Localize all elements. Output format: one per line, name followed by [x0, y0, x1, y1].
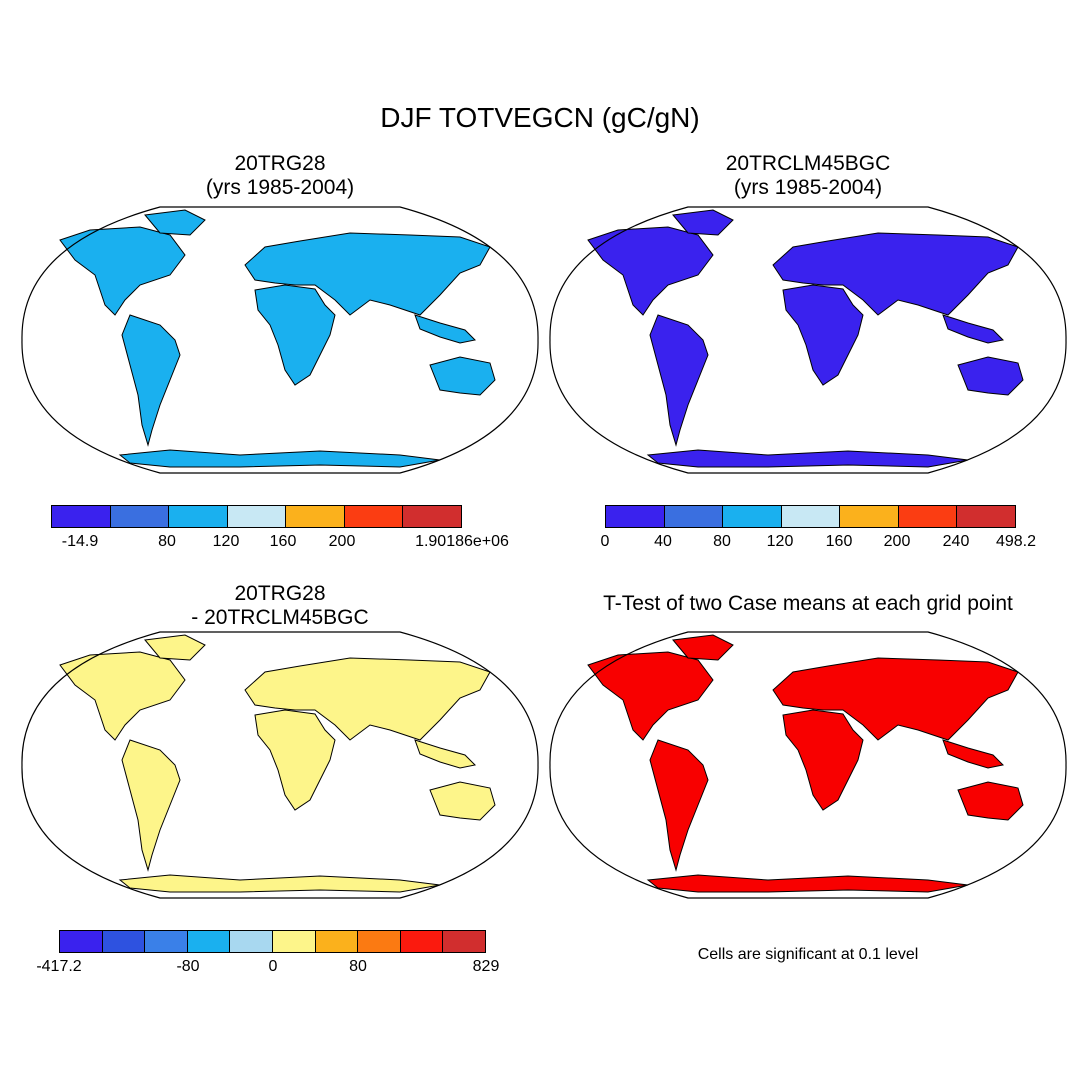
- map-boundary: [549, 206, 1067, 474]
- panel-2-map: [549, 206, 1067, 474]
- continent-shape: [118, 449, 441, 468]
- colorbar-swatch: [169, 506, 228, 527]
- colorbar-swatch: [898, 506, 958, 527]
- colorbar-swatch: [286, 506, 345, 527]
- map-boundary: [21, 206, 539, 474]
- continent-shape: [672, 209, 734, 236]
- colorbar-swatch: [52, 506, 111, 527]
- panel-2-title: 20TRCLM45BGC (yrs 1985-2004): [548, 152, 1068, 200]
- colorbar-tick-label: 80: [158, 533, 176, 550]
- colorbar-swatch: [230, 931, 273, 952]
- colorbar-swatch: [187, 931, 231, 952]
- panel-1-title-line1: 20TRG28: [234, 152, 326, 175]
- colorbar-tick-label: 160: [269, 533, 297, 550]
- colorbar-swatch: [315, 931, 359, 952]
- colorbar-swatch: [606, 506, 665, 527]
- colorbar-swatch: [344, 506, 404, 527]
- colorbar-swatch: [272, 931, 316, 952]
- continent-shape: [121, 314, 181, 447]
- continent-shape: [649, 739, 709, 872]
- panel-2-title-line2: (yrs 1985-2004): [733, 176, 883, 199]
- colorbar-swatch: [145, 931, 188, 952]
- map-boundary: [549, 631, 1067, 899]
- colorbar-tick-label: 120: [766, 533, 794, 550]
- colorbar-swatch: [400, 931, 444, 952]
- continent-shape: [118, 874, 441, 893]
- colorbar-swatch: [723, 506, 782, 527]
- continent-shape: [649, 314, 709, 447]
- continent-shape: [957, 356, 1024, 396]
- colorbar-swatch: [840, 506, 899, 527]
- colorbar-swatch: [358, 931, 401, 952]
- colorbar-swatch: [60, 931, 103, 952]
- colorbar-tick-label: 80: [349, 958, 367, 975]
- colorbar-swatch: [110, 506, 170, 527]
- colorbar-tick-label: 1.90186e+06: [415, 533, 509, 550]
- colorbar-swatch: [102, 931, 146, 952]
- continent-shape: [429, 781, 496, 821]
- colorbar-tick-label: -417.2: [36, 958, 82, 975]
- panel-1-title-line2: (yrs 1985-2004): [205, 176, 355, 199]
- colorbar-swatch: [443, 931, 485, 952]
- significance-note: Cells are significant at 0.1 level: [697, 946, 919, 963]
- colorbar-tick-label: -80: [176, 958, 200, 975]
- colorbar-tick-label: 829: [472, 958, 500, 975]
- continent-shape: [59, 226, 186, 316]
- panel-4-map: [549, 631, 1067, 899]
- colorbar-tick-label: 160: [825, 533, 853, 550]
- continent-shape: [144, 209, 206, 236]
- colorbar-swatch: [664, 506, 724, 527]
- continent-shape: [144, 634, 206, 661]
- colorbar-swatch: [227, 506, 287, 527]
- continent-shape: [244, 657, 491, 741]
- colorbar-swatch: [403, 506, 462, 527]
- continent-shape: [942, 314, 1005, 344]
- panel-1-title: 20TRG28 (yrs 1985-2004): [20, 152, 540, 200]
- colorbar-tick-label: 200: [328, 533, 356, 550]
- main-title: DJF TOTVEGCN (gC/gN): [380, 102, 700, 133]
- colorbar-tick-label: 0: [268, 958, 278, 975]
- colorbar-tick-label: 0: [600, 533, 610, 550]
- colorbar-tick-label: -14.9: [61, 533, 99, 550]
- colorbar-tick-label: 80: [713, 533, 731, 550]
- colorbar-tick-label: 40: [654, 533, 672, 550]
- continent-shape: [429, 356, 496, 396]
- panel-3-title-line1: 20TRG28: [234, 582, 326, 605]
- continent-shape: [587, 226, 714, 316]
- continent-shape: [414, 739, 477, 769]
- continent-shape: [957, 781, 1024, 821]
- continent-shape: [254, 709, 336, 811]
- panel-1-map: [21, 206, 539, 474]
- continent-shape: [646, 874, 969, 893]
- continent-shape: [244, 232, 491, 316]
- colorbar-swatch: [957, 506, 1016, 527]
- panel-3-map: [21, 631, 539, 899]
- colorbar-tick-label: 200: [883, 533, 911, 550]
- colorbar-tick-label: 498.2: [995, 533, 1037, 550]
- colorbar-3: [59, 930, 486, 953]
- continent-shape: [254, 284, 336, 386]
- colorbar-tick-label: 240: [942, 533, 970, 550]
- panel-4-title: T-Test of two Case means at each grid po…: [603, 592, 1013, 615]
- panel-3-title-line2: - 20TRCLM45BGC: [191, 606, 369, 629]
- colorbar-1: [51, 505, 462, 528]
- continent-shape: [672, 634, 734, 661]
- continent-shape: [59, 651, 186, 741]
- continent-shape: [587, 651, 714, 741]
- colorbar-2: [605, 505, 1016, 528]
- continent-shape: [772, 657, 1019, 741]
- map-boundary: [21, 631, 539, 899]
- panel-2-title-line1: 20TRCLM45BGC: [725, 152, 891, 175]
- continent-shape: [121, 739, 181, 872]
- continent-shape: [782, 709, 864, 811]
- colorbar-swatch: [781, 506, 841, 527]
- continent-shape: [414, 314, 477, 344]
- continent-shape: [772, 232, 1019, 316]
- colorbar-tick-label: 120: [212, 533, 240, 550]
- continent-shape: [782, 284, 864, 386]
- continent-shape: [646, 449, 969, 468]
- panel-3-title: 20TRG28 - 20TRCLM45BGC: [20, 582, 540, 630]
- continent-shape: [942, 739, 1005, 769]
